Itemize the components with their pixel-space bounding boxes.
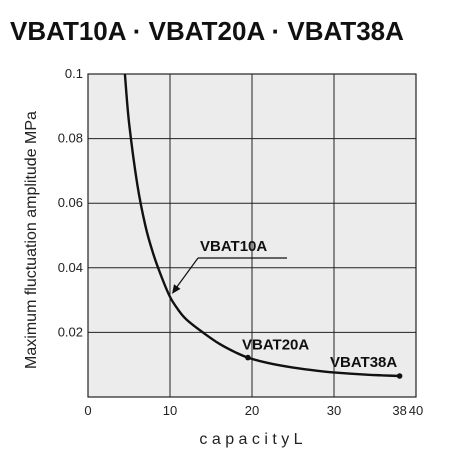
grid-lines [88, 74, 416, 397]
x-tick-label: 30 [327, 403, 341, 418]
capacity-curve-line [123, 73, 400, 378]
y-axis-label: Maximum fluctuation amplitude MPa [23, 111, 40, 369]
x-tick-label: 20 [245, 403, 259, 418]
y-axis-ticks: 0.02 0.04 0.06 0.08 0.1 [58, 66, 83, 339]
x-axis-label: c a p a c i t y L [199, 431, 302, 448]
y-tick-label: 0.1 [65, 66, 83, 81]
x-tick-label: 38 [392, 403, 406, 418]
x-tick-label: 0 [84, 403, 91, 418]
vbat10a-leader-line [173, 257, 199, 292]
vbat20a-label: VBAT20A [242, 337, 309, 354]
vbat10a-arrowhead [172, 284, 181, 294]
chart-title: VBAT10A · VBAT20A · VBAT38A [10, 16, 404, 46]
y-tick-label: 0.06 [58, 195, 83, 210]
x-tick-label: 10 [163, 403, 177, 418]
vbat10a-label: VBAT10A [200, 238, 267, 255]
y-tick-label: 0.04 [58, 260, 83, 275]
x-tick-label: 40 [409, 403, 423, 418]
x-axis-ticks: 0 10 20 30 38 40 [84, 403, 423, 418]
vbat38a-label: VBAT38A [330, 354, 397, 371]
vbat20a-point [245, 354, 251, 361]
y-tick-label: 0.02 [58, 324, 83, 339]
annotations: VBAT10A VBAT20A VBAT38A [172, 238, 403, 379]
y-tick-label: 0.08 [58, 131, 83, 146]
vbat38a-point [396, 373, 403, 379]
